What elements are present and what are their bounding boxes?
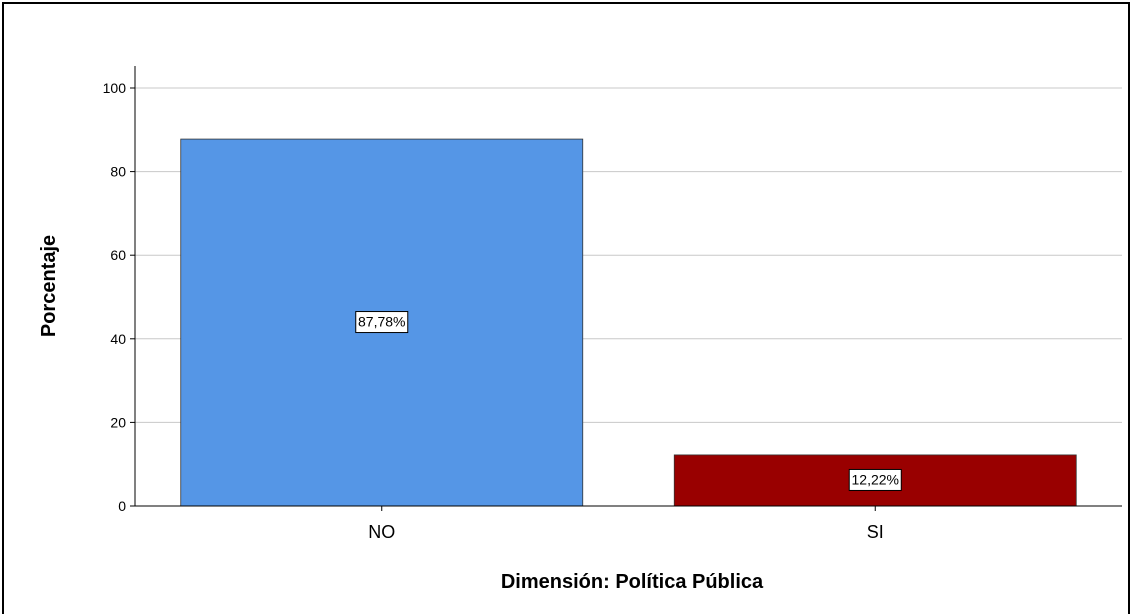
- y-tick-label: 40: [110, 331, 126, 347]
- y-tick-label: 80: [110, 164, 126, 180]
- data-label-no: 87,78%: [355, 311, 409, 334]
- x-tick-label: NO: [368, 522, 395, 542]
- data-label-box: [848, 468, 902, 491]
- y-tick-label: 100: [103, 80, 127, 96]
- bars: 87,78% 12,22%: [180, 138, 1077, 507]
- y-axis: 0 20 40 60 80 100: [103, 66, 136, 514]
- data-label-si: 12,22%: [848, 468, 902, 491]
- data-label-text: 12,22%: [852, 471, 899, 487]
- x-tick-label: SI: [867, 522, 884, 542]
- x-axis: NO SI: [135, 505, 1122, 542]
- data-label-box: [355, 311, 409, 334]
- x-axis-title: Dimensión: Política Pública: [501, 571, 764, 593]
- data-label-text: 87,78%: [358, 314, 405, 330]
- y-tick-label: 20: [110, 414, 126, 430]
- y-axis-title: Porcentaje: [38, 235, 60, 337]
- y-tick-label: 0: [118, 498, 126, 514]
- y-tick-label: 60: [110, 247, 126, 263]
